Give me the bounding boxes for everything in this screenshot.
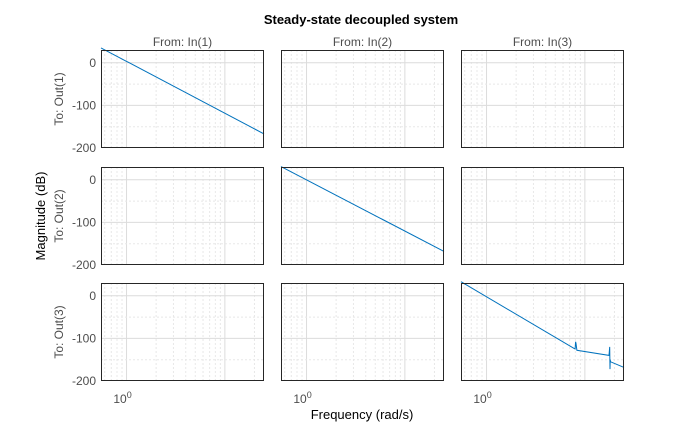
panel-frame [461, 283, 624, 381]
column-label: From: In(1) [153, 35, 212, 49]
panel-frame [101, 283, 264, 381]
row-label: To: Out(1) [52, 72, 66, 125]
panel-frame [101, 50, 264, 148]
panel-frame [101, 167, 264, 265]
column-label: From: In(2) [333, 35, 392, 49]
panel-background [101, 50, 264, 148]
row-label: To: Out(2) [52, 189, 66, 242]
panel-frame [461, 50, 624, 148]
y-tick-label: 0 [89, 56, 96, 70]
panel-frame [281, 50, 444, 148]
subplot-panel [281, 283, 444, 381]
series-line [460, 281, 625, 370]
subplot-grid: From: In(1) From: In(2) From: In(3) To: Out… [52, 35, 625, 406]
subplot-panel [100, 47, 265, 148]
subplot-panel [460, 281, 625, 381]
y-tick-label: -100 [72, 215, 96, 229]
y-tick-label: -200 [72, 374, 96, 388]
x-tick-label: 100 [113, 390, 131, 406]
x-tick-label: 100 [473, 390, 491, 406]
panel-background [101, 167, 264, 265]
y-tick-label: 0 [89, 289, 96, 303]
y-tick-label: 0 [89, 173, 96, 187]
panel-background [461, 167, 624, 265]
y-tick-label: -200 [72, 258, 96, 272]
subplot-panel [461, 167, 624, 265]
y-axis-label: Magnitude (dB) [33, 172, 48, 261]
subplot-panel [280, 166, 445, 265]
column-label: From: In(3) [513, 35, 572, 49]
subplot-panel [281, 50, 444, 148]
row-label: To: Out(3) [52, 305, 66, 358]
subplot-panel [461, 50, 624, 148]
panel-background [281, 167, 444, 265]
panel-frame [281, 283, 444, 381]
panel-frame [281, 167, 444, 265]
subplot-panel [101, 167, 264, 265]
series-line [100, 47, 265, 135]
y-tick-label: -100 [72, 331, 96, 345]
x-axis-label: Frequency (rad/s) [311, 407, 414, 422]
y-tick-label: -200 [72, 141, 96, 155]
panel-background [461, 283, 624, 381]
panel-background [281, 283, 444, 381]
series-line [280, 166, 445, 252]
panel-background [461, 50, 624, 148]
panel-frame [461, 167, 624, 265]
subplot-panel [101, 283, 264, 381]
chart-title: Steady-state decoupled system [264, 12, 458, 27]
y-tick-label: -100 [72, 98, 96, 112]
panel-background [101, 283, 264, 381]
panel-background [281, 50, 444, 148]
x-tick-label: 100 [293, 390, 311, 406]
